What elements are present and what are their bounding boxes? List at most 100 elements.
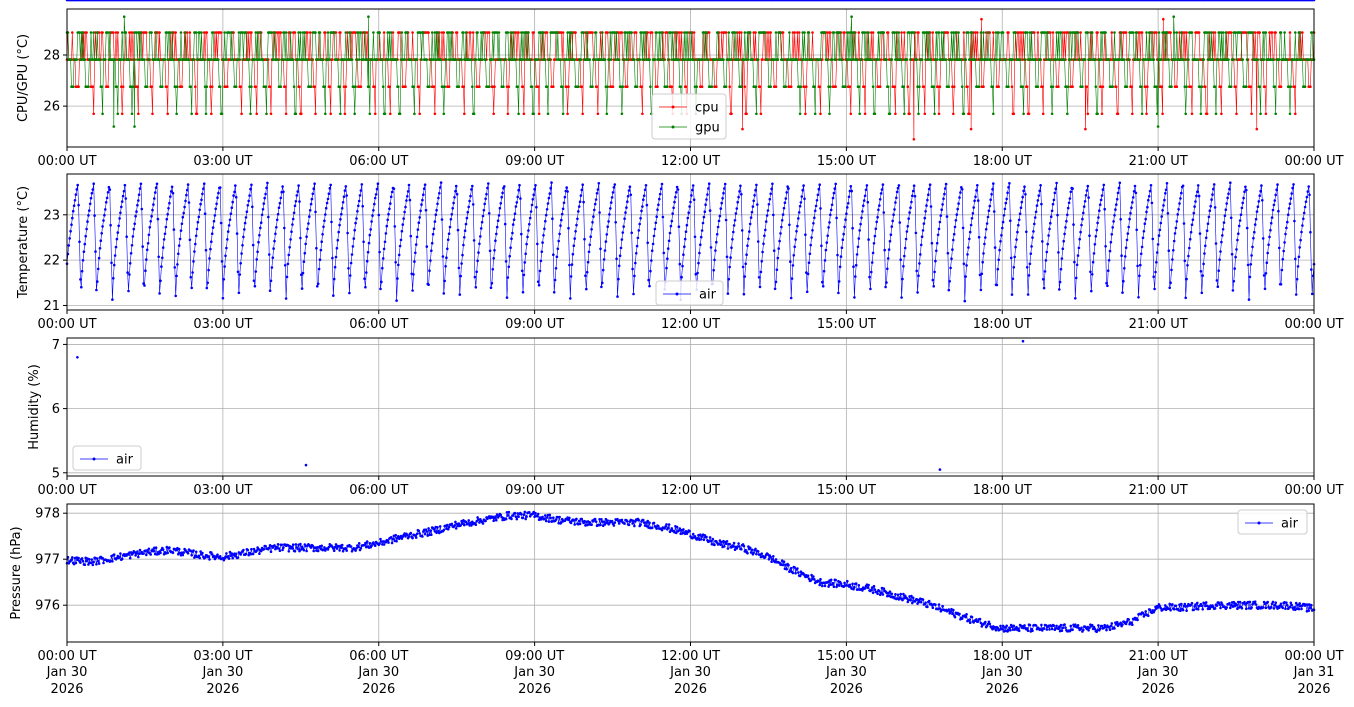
data-point	[375, 187, 379, 191]
data-point	[976, 31, 979, 34]
data-point	[361, 204, 365, 208]
data-point	[336, 238, 340, 242]
data-point	[457, 85, 461, 88]
data-point	[82, 250, 86, 253]
data-point	[1208, 209, 1212, 212]
data-point	[819, 112, 822, 116]
data-point	[970, 31, 974, 34]
data-point	[175, 112, 178, 116]
data-point	[1033, 58, 1037, 61]
data-point	[584, 274, 587, 278]
data-point	[702, 215, 706, 219]
data-point	[318, 31, 322, 34]
data-point	[1253, 230, 1256, 234]
data-point	[953, 225, 957, 229]
data-point	[348, 31, 352, 34]
data-point	[108, 188, 112, 191]
data-point	[660, 182, 664, 186]
data-point	[1250, 254, 1253, 257]
data-point	[560, 31, 563, 34]
data-point	[1091, 260, 1095, 264]
data-point	[143, 58, 146, 61]
data-point	[421, 198, 424, 202]
data-point	[1205, 229, 1209, 232]
data-point	[175, 274, 178, 278]
y-tick-label: 21	[43, 299, 60, 314]
data-point	[1285, 226, 1288, 230]
data-point	[829, 213, 832, 217]
data-point	[857, 31, 861, 34]
data-point	[1163, 198, 1166, 202]
data-point	[347, 267, 350, 270]
data-point	[1161, 112, 1164, 116]
data-point	[487, 212, 491, 215]
data-point	[1295, 277, 1299, 281]
data-point	[90, 191, 94, 195]
data-point	[684, 85, 688, 88]
data-point	[596, 112, 600, 116]
data-point	[532, 193, 535, 197]
data-point	[737, 195, 740, 199]
data-point	[373, 85, 376, 88]
data-point	[544, 58, 547, 61]
data-point	[894, 201, 897, 204]
data-point	[145, 31, 148, 34]
data-point	[357, 204, 360, 208]
data-point	[635, 85, 639, 88]
data-point	[552, 253, 555, 256]
data-point	[463, 236, 466, 239]
data-point	[308, 215, 311, 218]
data-point	[902, 58, 905, 61]
data-point	[618, 254, 622, 257]
data-point	[920, 235, 924, 238]
data-point	[1170, 268, 1173, 272]
data-point	[1066, 206, 1070, 210]
data-point	[475, 270, 479, 274]
data-point	[767, 203, 771, 206]
data-point	[803, 197, 806, 201]
data-point	[207, 268, 210, 272]
data-point	[1189, 85, 1193, 88]
data-point	[328, 85, 332, 88]
data-point	[658, 197, 661, 201]
data-point	[859, 222, 862, 226]
data-point	[573, 237, 576, 240]
data-point	[856, 245, 860, 249]
data-point	[376, 182, 380, 185]
data-point	[221, 296, 225, 300]
data-point	[982, 85, 985, 88]
data-point	[205, 31, 209, 34]
data-point	[1269, 221, 1273, 225]
data-point	[313, 85, 316, 88]
data-point	[642, 198, 645, 201]
data-point	[1115, 85, 1118, 88]
data-point	[306, 31, 309, 34]
data-point	[334, 255, 338, 259]
data-point	[587, 250, 591, 254]
data-point	[1044, 259, 1048, 262]
data-point	[238, 273, 242, 276]
data-point	[189, 275, 193, 279]
data-point	[503, 58, 507, 61]
data-point	[889, 233, 893, 236]
data-point	[71, 85, 75, 88]
data-point	[796, 224, 799, 228]
data-point	[788, 31, 791, 34]
data-point	[313, 182, 316, 185]
data-point	[202, 187, 205, 191]
data-point	[724, 218, 728, 222]
data-point	[87, 85, 90, 88]
data-point	[525, 242, 528, 246]
data-point	[1029, 252, 1033, 255]
data-point	[741, 127, 744, 131]
data-point	[670, 219, 674, 223]
data-point	[849, 112, 853, 116]
data-point	[211, 226, 215, 229]
data-point	[596, 188, 600, 191]
data-point	[413, 260, 416, 263]
data-point	[1050, 112, 1054, 116]
data-point	[120, 31, 124, 34]
data-point	[454, 184, 458, 188]
data-point	[609, 201, 613, 204]
data-point	[744, 262, 747, 266]
